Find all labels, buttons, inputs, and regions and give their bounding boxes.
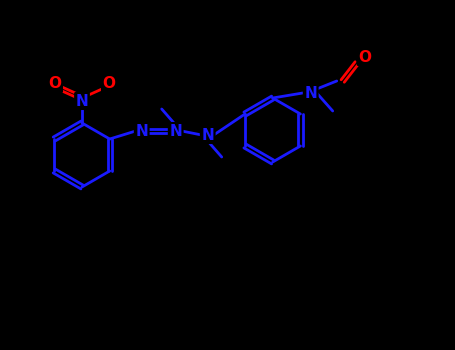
Text: N: N — [169, 124, 182, 139]
Text: O: O — [102, 77, 116, 91]
Text: N: N — [202, 127, 214, 142]
Text: O: O — [49, 77, 61, 91]
Text: O: O — [358, 49, 371, 64]
Text: N: N — [135, 124, 148, 139]
Text: N: N — [76, 93, 88, 108]
Text: N: N — [304, 85, 317, 100]
